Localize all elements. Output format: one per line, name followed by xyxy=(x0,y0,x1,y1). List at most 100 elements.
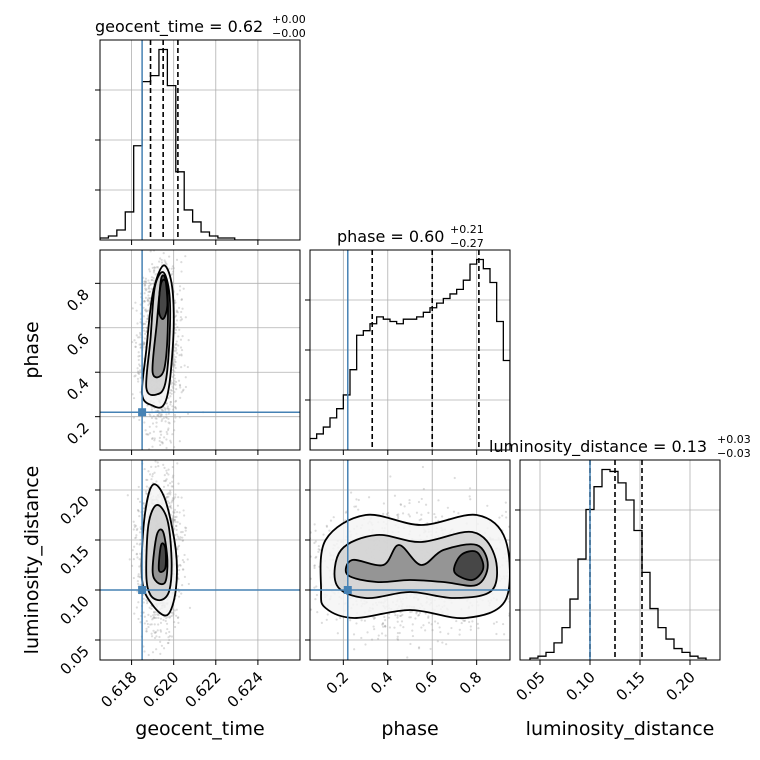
sample-point xyxy=(174,328,178,332)
sample-point xyxy=(414,617,417,620)
sample-point xyxy=(144,332,147,335)
sample-point xyxy=(455,619,458,623)
sample-point xyxy=(176,555,180,558)
sample-point xyxy=(320,621,323,624)
sample-point xyxy=(169,439,172,442)
sample-point xyxy=(468,487,472,490)
sample-point xyxy=(139,303,142,306)
sample-point xyxy=(352,633,356,636)
sample-point xyxy=(137,363,141,366)
sample-point xyxy=(158,412,161,415)
sample-point xyxy=(138,418,141,422)
sample-point xyxy=(372,616,375,619)
sample-point xyxy=(349,619,352,622)
sample-point xyxy=(436,622,440,625)
sample-point xyxy=(329,519,333,522)
sample-point xyxy=(165,478,168,481)
sample-point xyxy=(288,557,290,559)
sample-point xyxy=(162,647,166,650)
xlabel-luminosity-distance: luminosity_distance xyxy=(526,718,715,740)
sample-point xyxy=(460,621,463,625)
sample-point xyxy=(137,575,140,578)
sample-point xyxy=(164,262,167,265)
sample-point xyxy=(462,619,465,622)
sample-point xyxy=(146,298,150,301)
y-tick-label: 0.6 xyxy=(63,330,93,360)
sample-point xyxy=(152,279,156,282)
sample-point xyxy=(149,414,152,417)
sample-point xyxy=(175,340,178,343)
sample-point xyxy=(150,607,153,610)
sample-point xyxy=(167,468,170,471)
sample-point xyxy=(153,439,156,442)
sample-point xyxy=(303,556,305,558)
sample-point xyxy=(131,393,134,396)
sample-point xyxy=(399,614,402,618)
sample-point xyxy=(450,626,453,630)
sample-point xyxy=(180,353,183,356)
sample-point xyxy=(387,515,390,518)
sample-point xyxy=(167,421,170,424)
sample-point xyxy=(131,549,134,552)
sample-point xyxy=(171,497,175,500)
sample-point xyxy=(298,553,300,555)
sample-point xyxy=(142,306,145,309)
sample-point xyxy=(175,608,178,611)
sample-point xyxy=(313,523,316,526)
sample-point xyxy=(165,496,168,499)
sample-point xyxy=(148,451,150,453)
sample-point xyxy=(161,442,164,445)
sample-point xyxy=(154,428,156,430)
sample-point xyxy=(161,409,164,412)
sample-point xyxy=(133,524,136,527)
sample-point xyxy=(180,592,183,595)
sample-point xyxy=(429,647,432,651)
sample-point xyxy=(147,287,151,290)
sample-point xyxy=(157,616,160,620)
sample-point xyxy=(140,660,142,662)
x-tick-label: 0.622 xyxy=(182,668,225,711)
sample-point xyxy=(171,405,174,408)
sample-point xyxy=(173,518,176,521)
title-luminosity-distance-sub: −0.03 xyxy=(717,447,751,460)
sample-point xyxy=(144,296,147,299)
sample-point xyxy=(178,353,181,357)
sample-point xyxy=(410,610,413,613)
sample-point xyxy=(178,285,182,288)
sample-point xyxy=(143,337,147,340)
sample-point xyxy=(132,558,135,561)
sample-point xyxy=(133,375,136,378)
sample-point xyxy=(173,413,177,417)
x-tick-label: 0.6 xyxy=(411,668,441,698)
sample-point xyxy=(159,415,162,418)
sample-point xyxy=(143,650,146,653)
sample-point xyxy=(169,504,172,507)
sample-point xyxy=(326,613,329,616)
sample-point xyxy=(137,351,140,354)
sample-point xyxy=(314,540,317,543)
sample-point xyxy=(135,534,138,537)
sample-point xyxy=(166,407,169,410)
sample-point xyxy=(524,545,526,547)
sample-point xyxy=(145,598,148,602)
sample-point xyxy=(166,627,169,631)
sample-point xyxy=(157,613,160,617)
sample-point xyxy=(264,577,266,579)
sample-point xyxy=(137,485,140,489)
sample-point xyxy=(434,516,437,519)
sample-point xyxy=(292,624,294,626)
sample-point xyxy=(289,552,291,554)
sample-point xyxy=(364,643,367,646)
sample-point xyxy=(150,635,154,638)
sample-point xyxy=(150,416,154,420)
sample-point xyxy=(165,438,168,441)
sample-point xyxy=(135,528,138,532)
sample-point xyxy=(159,640,162,644)
sample-point xyxy=(174,323,177,326)
sample-point xyxy=(171,517,174,520)
sample-point xyxy=(169,403,172,406)
sample-point xyxy=(171,272,174,275)
sample-point xyxy=(139,376,142,379)
sample-point xyxy=(142,507,146,510)
sample-point xyxy=(302,601,304,603)
